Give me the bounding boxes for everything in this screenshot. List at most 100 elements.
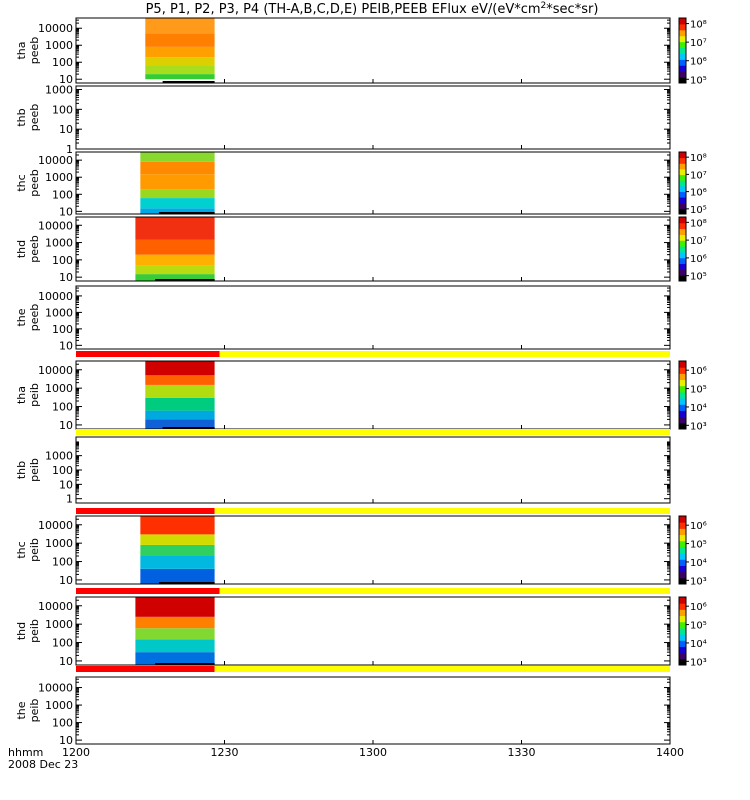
- flux-band: [135, 274, 215, 281]
- colorbar-thd-peib: 10³ 10⁴ 10⁵ 10⁶: [678, 596, 707, 668]
- panel-thc-peeb: 10 100 1000 10000 thc peeb 10⁵ 10⁶ 10⁷ 10⁸: [15, 151, 707, 218]
- panel-label-the: the: [15, 308, 28, 326]
- x-tick-label: 1400: [656, 746, 684, 759]
- colorbar-frame: [678, 596, 687, 666]
- colorbar-swatch: [679, 53, 686, 60]
- colorbar-label: 10⁵: [690, 540, 707, 551]
- colorbar-label: 10⁴: [690, 403, 707, 414]
- panel-thb-peeb: 1 10 100 1000 thb peeb: [15, 83, 671, 156]
- flux-band: [145, 419, 215, 429]
- panel-label-peeb: peeb: [28, 169, 41, 197]
- y-tick-label: 100: [52, 401, 73, 414]
- colorbar-swatch: [679, 553, 686, 560]
- flux-band: [145, 46, 215, 58]
- panel-label-thb: thb: [15, 461, 28, 479]
- y-tick-label: 10000: [38, 22, 73, 35]
- flux-band: [140, 568, 215, 584]
- colorbar-swatch: [679, 41, 686, 49]
- colorbar-swatch: [679, 168, 686, 176]
- state-bar-segment-yellow: [214, 666, 670, 672]
- panel-label-thc: thc: [15, 541, 28, 558]
- panel-label-thb: thb: [15, 108, 28, 126]
- colorbar-label: 10⁵: [690, 272, 707, 283]
- y-tick-label: 1000: [45, 537, 73, 550]
- spectrogram-tha-peib: [145, 361, 215, 429]
- colorbar-thc-peeb: 10⁵ 10⁶ 10⁷ 10⁸: [678, 151, 707, 216]
- colorbar-label: 10⁸: [690, 153, 707, 164]
- spectrogram-thd-peeb: [135, 217, 215, 281]
- colorbar-frame: [678, 360, 687, 430]
- y-tick-label: 10000: [38, 364, 73, 377]
- colorbar-label: 10⁷: [690, 38, 707, 49]
- flux-band: [145, 66, 215, 75]
- colorbar-swatch: [679, 157, 686, 164]
- colorbar-swatch: [679, 385, 686, 393]
- colorbar-swatch: [679, 208, 686, 215]
- colorbar-swatch: [679, 202, 686, 209]
- colorbar-label: 10⁵: [690, 205, 707, 216]
- y-tick-label: 10: [59, 123, 73, 136]
- flux-band: [140, 516, 215, 535]
- x-tick-label: 1230: [211, 746, 239, 759]
- y-tick-label: 10: [59, 655, 73, 668]
- flux-band: [135, 628, 215, 640]
- y-tick-label: 10: [59, 271, 73, 284]
- y-tick-label: 10000: [38, 154, 73, 167]
- colorbar-swatch: [679, 404, 686, 411]
- panel-label-tha: tha: [15, 41, 28, 59]
- colorbar-tha-peib: 10³ 10⁴ 10⁵ 10⁶: [678, 360, 707, 432]
- state-bar-segment-yellow: [76, 429, 670, 435]
- panel-tha-peib: 10 100 1000 10000 tha peib 10³ 10⁴ 10⁵ 10⁶: [15, 360, 707, 432]
- flux-band: [140, 189, 215, 199]
- y-tick-label: 1000: [45, 39, 73, 52]
- panel-label-peib: peib: [28, 699, 41, 723]
- state-bar-segment-red: [76, 666, 215, 672]
- flux-band: [135, 597, 215, 617]
- colorbar-swatch: [679, 269, 686, 276]
- y-tick-label: 10: [59, 339, 73, 352]
- panel-label-peeb: peeb: [28, 235, 41, 263]
- y-tick-label: 100: [52, 323, 73, 336]
- y-tick-label: 1000: [45, 237, 73, 250]
- flux-band: [145, 397, 215, 411]
- flux-band: [140, 198, 215, 209]
- state-bar-segment-red: [76, 351, 220, 357]
- flux-band: [140, 544, 215, 557]
- colorbar-thd-peeb: 10⁵ 10⁶ 10⁷ 10⁸: [678, 216, 707, 283]
- colorbar-label: 10⁶: [690, 602, 707, 613]
- x-axis: hhmm 2008 Dec 23 1200 1230 1300 1330 1400: [8, 746, 684, 771]
- y-tick-label: 1000: [45, 382, 73, 395]
- flux-band: [145, 33, 215, 47]
- panel-label-peib: peib: [28, 458, 41, 482]
- panel-frame: [75, 85, 671, 150]
- flux-band: [145, 18, 215, 34]
- y-tick-label: 100: [52, 464, 73, 477]
- flux-band: [135, 217, 215, 240]
- y-tick-label: 10000: [38, 219, 73, 232]
- colorbar-swatch: [679, 185, 686, 192]
- y-tick-label: 100: [52, 188, 73, 201]
- colorbar-swatch: [679, 59, 686, 66]
- colorbar-swatch: [679, 398, 686, 405]
- colorbar-swatch: [679, 373, 686, 381]
- colorbar-swatch: [679, 47, 686, 54]
- colorbar-swatch: [679, 422, 686, 430]
- colorbar-swatch: [679, 23, 686, 31]
- flux-band: [135, 254, 215, 266]
- flux-band: [135, 616, 215, 629]
- colorbar-swatch: [679, 522, 686, 529]
- flux-band: [135, 652, 215, 665]
- colorbar-swatch: [679, 391, 686, 399]
- spectrogram-thc-peib: [140, 516, 215, 584]
- state-bar: [76, 666, 670, 672]
- colorbar-label: 10⁵: [690, 621, 707, 632]
- panel-label-thc: thc: [15, 174, 28, 191]
- colorbar-frame: [678, 216, 687, 282]
- colorbar-swatch: [679, 621, 686, 629]
- panel-frame: [75, 436, 671, 504]
- colorbar-swatch: [679, 246, 686, 253]
- flux-band: [145, 74, 215, 80]
- y-tick-label: 1: [66, 493, 73, 506]
- colorbar-swatch: [679, 597, 686, 604]
- flux-band: [140, 556, 215, 569]
